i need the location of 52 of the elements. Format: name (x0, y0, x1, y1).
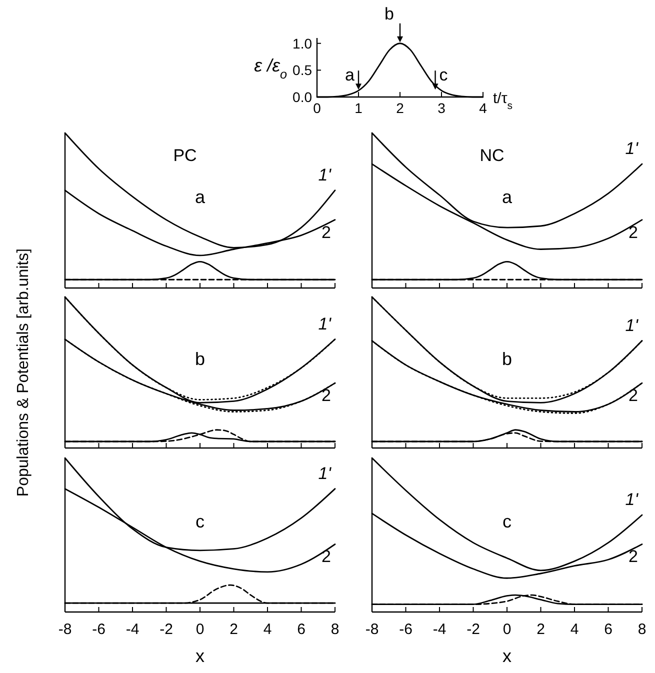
series-label: 1' (318, 464, 332, 483)
x-tick-label: 8 (330, 621, 340, 638)
y-axis-title: ε /ε$_{o}$ (254, 56, 287, 82)
annotation: c (502, 511, 512, 532)
x-tick-label: -8 (365, 621, 379, 638)
series-label: 2 (322, 222, 331, 242)
x-tick-label: -4 (432, 621, 446, 638)
x-tick-label: -4 (126, 621, 140, 638)
x-tick-label: 0 (313, 100, 322, 116)
x-axis-title: t/τ$_{s}$ (493, 90, 513, 112)
series-label: 1' (625, 316, 639, 335)
annotation: a (502, 186, 513, 207)
x-tick-label: 0 (196, 621, 204, 638)
series-label: 1' (625, 139, 639, 158)
text: PC (173, 146, 197, 165)
annotation: b (502, 348, 512, 369)
series-label: 1' (318, 165, 332, 184)
series-label: 2 (322, 386, 331, 406)
x-tick-label: 4 (263, 621, 272, 638)
x-tick-label: 3 (438, 100, 446, 116)
x-tick-label: -6 (399, 621, 412, 638)
y-tick-label: 0.0 (292, 89, 312, 105)
series-label: 1' (625, 490, 639, 509)
x-tick-label: 1 (354, 100, 363, 116)
x-tick-label: -2 (466, 621, 480, 638)
x-tick-label: 4 (570, 621, 579, 638)
text: NC (480, 146, 504, 165)
x-tick-label: -8 (58, 621, 72, 638)
annotation: b (194, 348, 206, 369)
y-axis-title: Populations & Potentials [arb.units] (15, 248, 32, 497)
annotation: a (194, 186, 206, 207)
series-label: 2 (628, 222, 638, 242)
x-axis-title: x (502, 646, 512, 666)
x-tick-label: 6 (297, 621, 306, 638)
x-tick-label: 2 (396, 100, 404, 116)
annotation: c (196, 511, 204, 532)
annotation: a (345, 66, 356, 85)
x-tick-label: 8 (638, 621, 646, 638)
annotation: c (439, 66, 448, 85)
x-tick-label: 0 (502, 621, 512, 638)
y-tick-label: 0.5 (292, 62, 312, 78)
x-tick-label: -6 (92, 621, 106, 638)
x-tick-label: 6 (604, 621, 612, 638)
y-tick-label: 1.0 (292, 35, 312, 52)
x-tick-label: -2 (160, 621, 173, 638)
series-label: 2 (628, 547, 638, 566)
x-tick-label: 2 (536, 621, 545, 638)
x-axis-title: x (196, 646, 204, 666)
x-tick-label: 4 (479, 100, 488, 116)
x-tick-label: 2 (230, 621, 238, 638)
annotation: b (384, 4, 394, 24)
series-label: 1' (318, 314, 332, 334)
